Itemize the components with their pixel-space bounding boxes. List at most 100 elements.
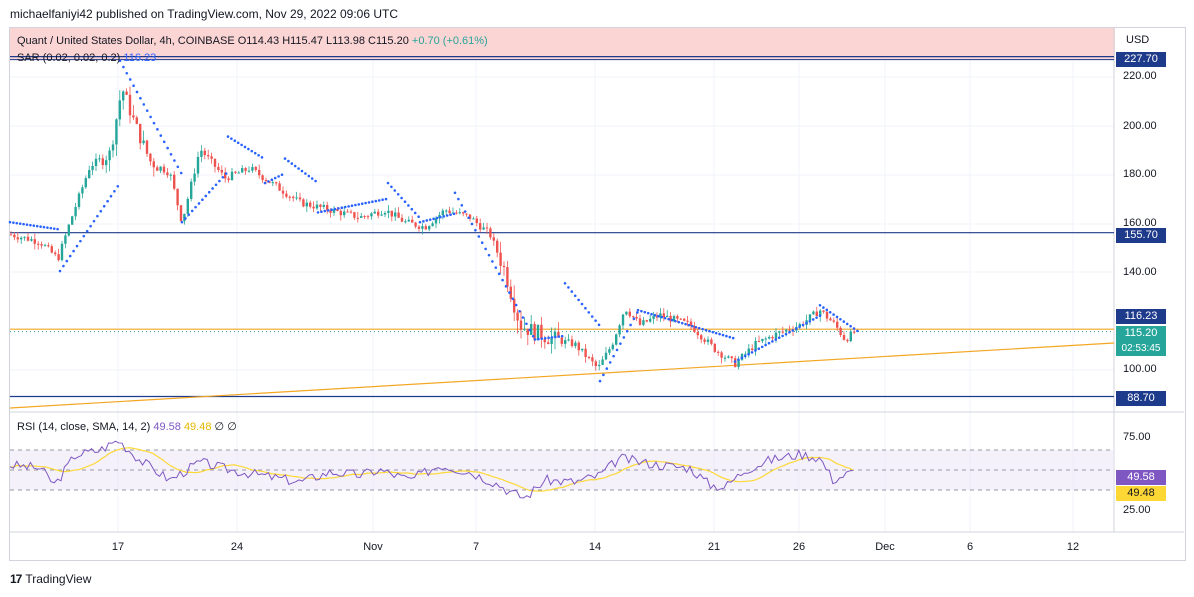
candle [37,241,40,250]
sar-dot [852,327,856,330]
candle [251,163,254,174]
sar-dot [845,322,849,326]
sar-dot [615,348,619,352]
candle-body [176,188,179,206]
candle-body [244,168,247,171]
candle [254,165,257,172]
candle [621,313,625,330]
sar-dot [531,334,535,338]
sar-dot [75,244,79,248]
sar-dot [721,333,725,337]
candle [489,226,492,240]
candle [812,310,815,316]
candle [574,340,577,349]
sar-dot [201,198,204,202]
candle-body [84,178,87,188]
sar-dot [350,204,354,208]
candle [836,317,839,331]
sar-dot [849,324,852,328]
candle-body [737,359,740,367]
candle-body [757,340,761,342]
sar-dot [176,165,180,169]
candle-body [224,172,227,179]
sar-dot [18,222,22,225]
candle-body [156,167,159,171]
candle-body [434,218,438,224]
candle [125,88,128,96]
sar-dot [708,329,711,333]
countdown-tag: 02:53:45 [1116,341,1166,356]
candle [162,163,166,175]
candle [482,222,485,231]
candle [611,342,614,351]
candle [400,214,404,223]
sar-dot [657,314,660,318]
candle [496,238,499,258]
candle [156,165,159,171]
candle [751,344,754,352]
candle [258,164,261,179]
sar-dot [145,109,149,112]
price-tick: 160.00 [1123,217,1157,229]
sar-dot [590,315,594,318]
candle [649,315,652,323]
candle [166,168,169,178]
candle-body [744,353,747,355]
candle [407,216,410,223]
sar-dot [156,128,159,131]
sar-dot [646,311,650,315]
sar-dot [403,200,407,204]
rsi-legend[interactable]: RSI (14, close, SMA, 14, 2) 49.58 49.48 … [17,420,237,433]
candle-body [74,207,77,217]
candle [587,355,591,360]
sar-dot [159,134,163,137]
sar-dot [650,312,653,316]
sar-dot [56,227,59,231]
sar-dot [15,221,19,225]
candle-body [9,234,13,236]
x-tick: Nov [363,541,383,553]
sar-legend[interactable]: SAR (0.02, 0.02, 0.2) 116.23 [17,52,156,64]
sar-dot [390,185,393,189]
price-tick: 220.00 [1123,70,1157,82]
candle [23,236,26,241]
sar-value: 116.23 [123,52,157,64]
sar-dot [484,247,487,251]
candle-body [720,352,723,358]
sar-dot [514,303,518,307]
candle [349,209,353,214]
tradingview-brand[interactable]: 17 TradingView [10,572,91,586]
candle-body [730,356,733,359]
candle [159,166,162,174]
sar-dot [113,189,116,193]
candle-body [346,211,349,213]
candle [638,314,642,326]
candle-body [628,311,631,317]
sar-dot [760,345,764,349]
sar-dot [543,336,547,340]
candle-body [621,314,625,326]
symbol-legend: Quant / United States Dollar, 4h, COINBA… [17,35,488,47]
candle-body [26,236,30,241]
candle [465,213,468,217]
sar-dot [660,315,664,319]
sar-dot [832,313,835,316]
sar-dot [801,323,805,327]
candle [241,165,244,173]
sar-dot [396,192,400,196]
sar-dot [750,351,754,354]
sar-dot [307,174,311,178]
candle [679,318,682,321]
sar-dot [788,330,791,334]
candle [227,176,230,183]
candle [414,221,417,229]
candle [655,312,659,321]
candle [832,317,835,324]
candle [703,337,706,345]
upper-line-tag: 155.70 [1116,228,1166,243]
candle [601,355,604,366]
sar-dot [521,316,525,319]
change-value: +0.70 (+0.61%) [411,35,488,47]
candle-body [638,318,642,325]
